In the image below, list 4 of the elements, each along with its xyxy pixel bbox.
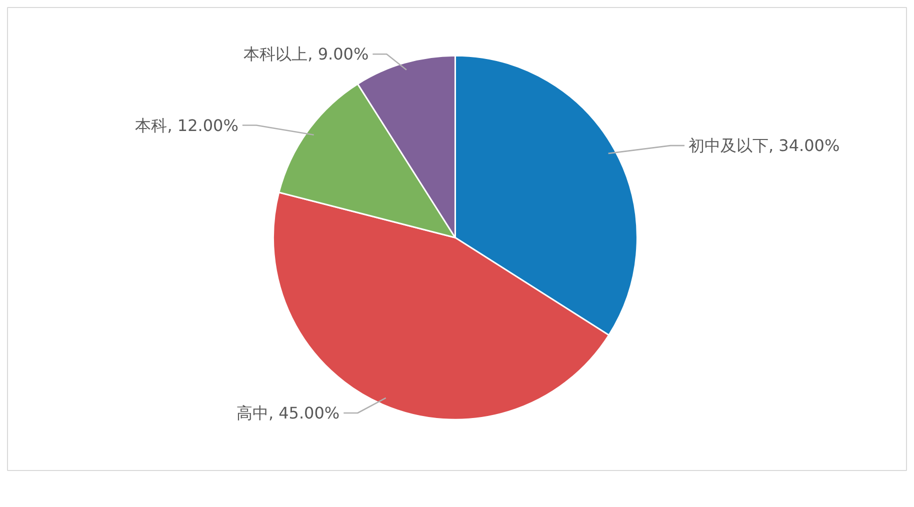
slice-label: 本科以上, 9.00% xyxy=(244,44,369,64)
slice-label: 本科, 12.00% xyxy=(135,116,238,135)
slice-label: 初中及以下, 34.00% xyxy=(688,136,840,156)
slice-label: 高中, 45.00% xyxy=(236,403,340,422)
